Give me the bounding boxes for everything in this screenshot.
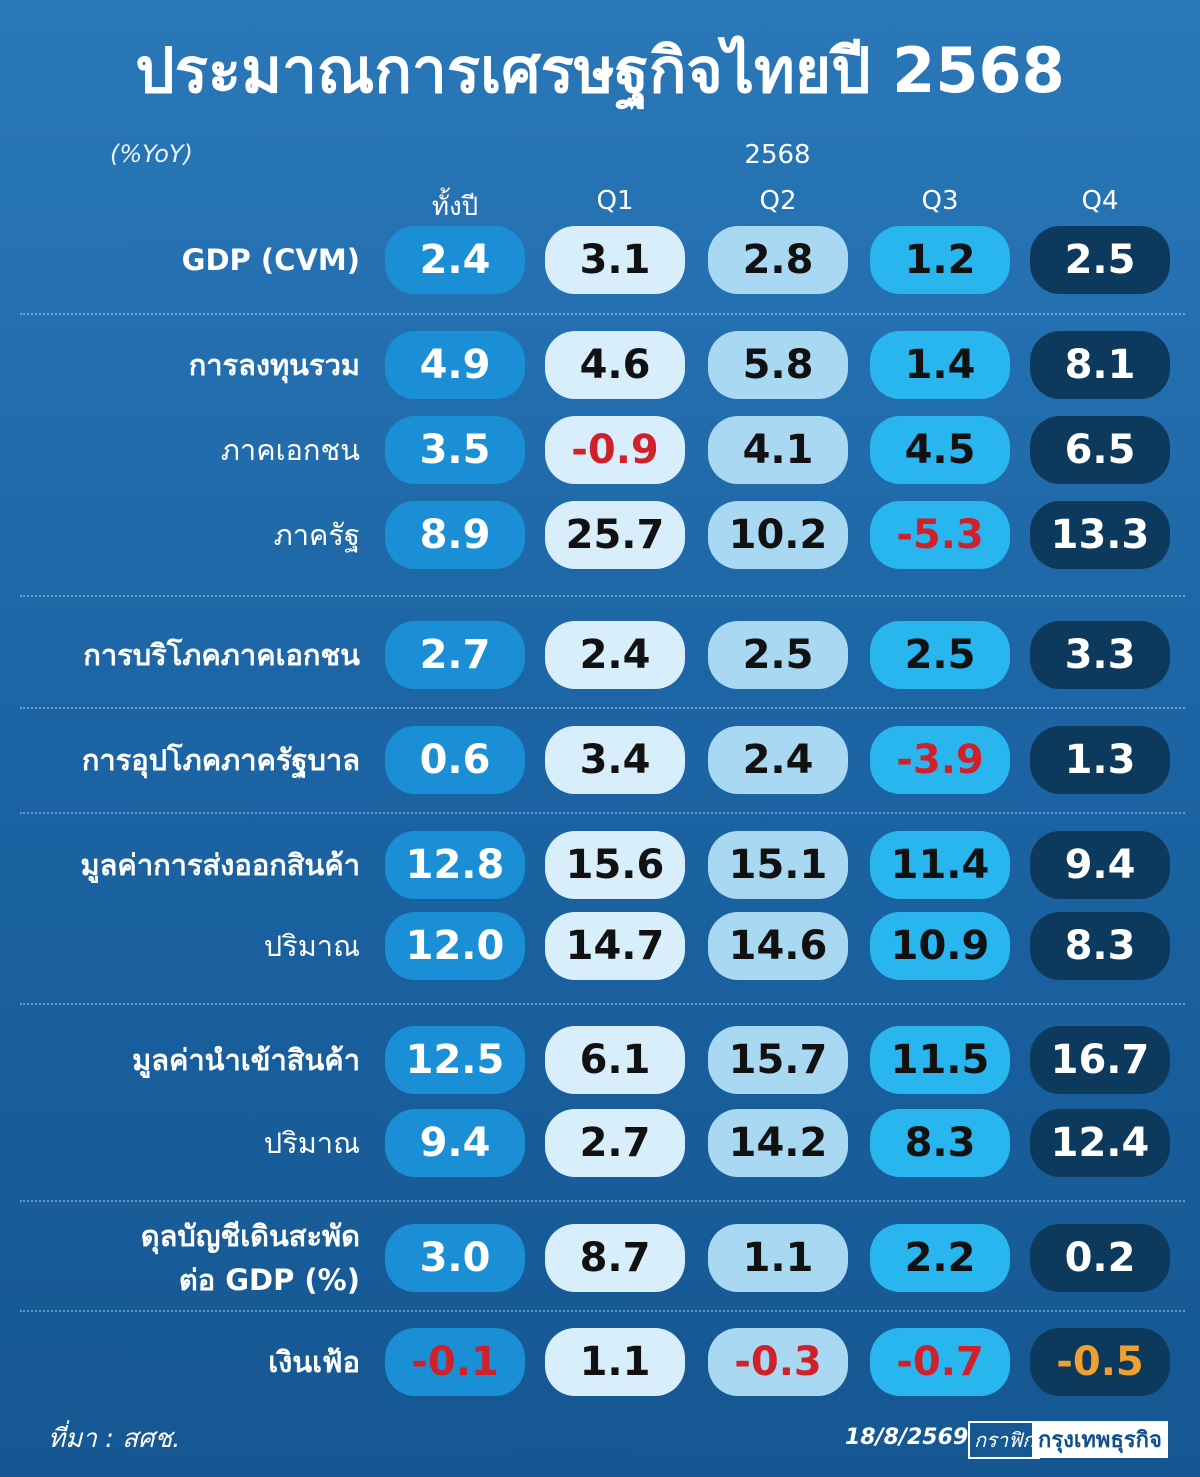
separator [20, 1003, 1185, 1005]
value-cell: 10.9 [870, 912, 1010, 980]
value-cell: 2.5 [1030, 226, 1170, 294]
value-cell: 12.4 [1030, 1109, 1170, 1177]
column-header: Q2 [759, 186, 797, 216]
value-cell: 14.2 [708, 1109, 848, 1177]
year-header: 2568 [744, 140, 811, 170]
value-cell: 10.2 [708, 501, 848, 569]
value-cell: 3.1 [545, 226, 685, 294]
separator [20, 1310, 1185, 1312]
value-cell: 8.9 [385, 501, 525, 569]
value-cell: 15.6 [545, 831, 685, 899]
value-cell: 1.2 [870, 226, 1010, 294]
value-cell: -0.7 [870, 1328, 1010, 1396]
value-cell: -5.3 [870, 501, 1010, 569]
value-cell: 9.4 [385, 1109, 525, 1177]
value-cell: 14.7 [545, 912, 685, 980]
value-cell: 2.7 [545, 1109, 685, 1177]
value-cell: 9.4 [1030, 831, 1170, 899]
value-cell: 3.4 [545, 726, 685, 794]
value-cell: 15.1 [708, 831, 848, 899]
separator [20, 595, 1185, 597]
row-label: การอุปโภคภาครัฐบาล [81, 743, 360, 777]
row-label: มูลค่านำเข้าสินค้า [132, 1043, 360, 1077]
graphic-tag: กราฟิก [968, 1421, 1041, 1459]
title: ประมาณการเศรษฐกิจไทยปี 2568 [135, 34, 1065, 107]
column-header: Q4 [1081, 186, 1119, 216]
value-cell: 2.7 [385, 621, 525, 689]
value-cell: 8.3 [1030, 912, 1170, 980]
value-cell: 13.3 [1030, 501, 1170, 569]
value-cell: 1.1 [545, 1328, 685, 1396]
value-cell: -0.3 [708, 1328, 848, 1396]
separator [20, 812, 1185, 814]
value-cell: 8.1 [1030, 331, 1170, 399]
value-cell: 12.5 [385, 1026, 525, 1094]
value-cell: 3.0 [385, 1224, 525, 1292]
source: ที่มา : สศช. [48, 1424, 181, 1454]
value-cell: 2.4 [708, 726, 848, 794]
value-cell: 8.7 [545, 1224, 685, 1292]
row-label: ภาครัฐ [273, 518, 360, 552]
separator [20, 313, 1185, 315]
value-cell: 2.5 [708, 621, 848, 689]
value-cell: 1.1 [708, 1224, 848, 1292]
value-cell: 2.8 [708, 226, 848, 294]
row-label: ต่อ GDP (%) [178, 1263, 360, 1297]
value-cell: 2.5 [870, 621, 1010, 689]
value-cell: 0.2 [1030, 1224, 1170, 1292]
value-cell: 3.3 [1030, 621, 1170, 689]
value-cell: 4.5 [870, 416, 1010, 484]
separator [20, 707, 1185, 709]
row-label: GDP (CVM) [181, 243, 360, 277]
value-cell: 15.7 [708, 1026, 848, 1094]
value-cell: 6.1 [545, 1026, 685, 1094]
value-cell: 1.4 [870, 331, 1010, 399]
row-label: การลงทุนรวม [188, 348, 360, 382]
brand: กรุงเทพธุรกิจ [1032, 1421, 1168, 1458]
value-cell: -0.5 [1030, 1328, 1170, 1396]
value-cell: 11.4 [870, 831, 1010, 899]
value-cell: 2.2 [870, 1224, 1010, 1292]
column-header: Q3 [921, 186, 959, 216]
row-label: ดุลบัญชีเดินสะพัด [140, 1219, 360, 1253]
value-cell: -0.9 [545, 416, 685, 484]
unit: (%YoY) [110, 140, 193, 168]
row-label: มูลค่าการส่งออกสินค้า [80, 848, 360, 882]
value-cell: 8.3 [870, 1109, 1010, 1177]
row-label: ปริมาณ [263, 1126, 360, 1160]
value-cell: 12.0 [385, 912, 525, 980]
value-cell: 14.6 [708, 912, 848, 980]
value-cell: 11.5 [870, 1026, 1010, 1094]
value-cell: 2.4 [545, 621, 685, 689]
value-cell: 4.9 [385, 331, 525, 399]
value-cell: 4.1 [708, 416, 848, 484]
row-label: ปริมาณ [263, 929, 360, 963]
row-label: ภาคเอกชน [220, 433, 360, 467]
value-cell: 4.6 [545, 331, 685, 399]
value-cell: 12.8 [385, 831, 525, 899]
row-label: การบริโภคภาคเอกชน [83, 638, 360, 672]
value-cell: 5.8 [708, 331, 848, 399]
column-header: ทั้งปี [431, 192, 479, 222]
value-cell: 2.4 [385, 226, 525, 294]
value-cell: -3.9 [870, 726, 1010, 794]
value-cell: 25.7 [545, 501, 685, 569]
value-cell: 16.7 [1030, 1026, 1170, 1094]
value-cell: 3.5 [385, 416, 525, 484]
value-cell: 1.3 [1030, 726, 1170, 794]
value-cell: -0.1 [385, 1328, 525, 1396]
column-header: Q1 [596, 186, 634, 216]
separator [20, 1200, 1185, 1202]
date: 18/8/2569 [845, 1425, 969, 1450]
row-label: เงินเฟ้อ [268, 1345, 360, 1379]
value-cell: 0.6 [385, 726, 525, 794]
value-cell: 6.5 [1030, 416, 1170, 484]
